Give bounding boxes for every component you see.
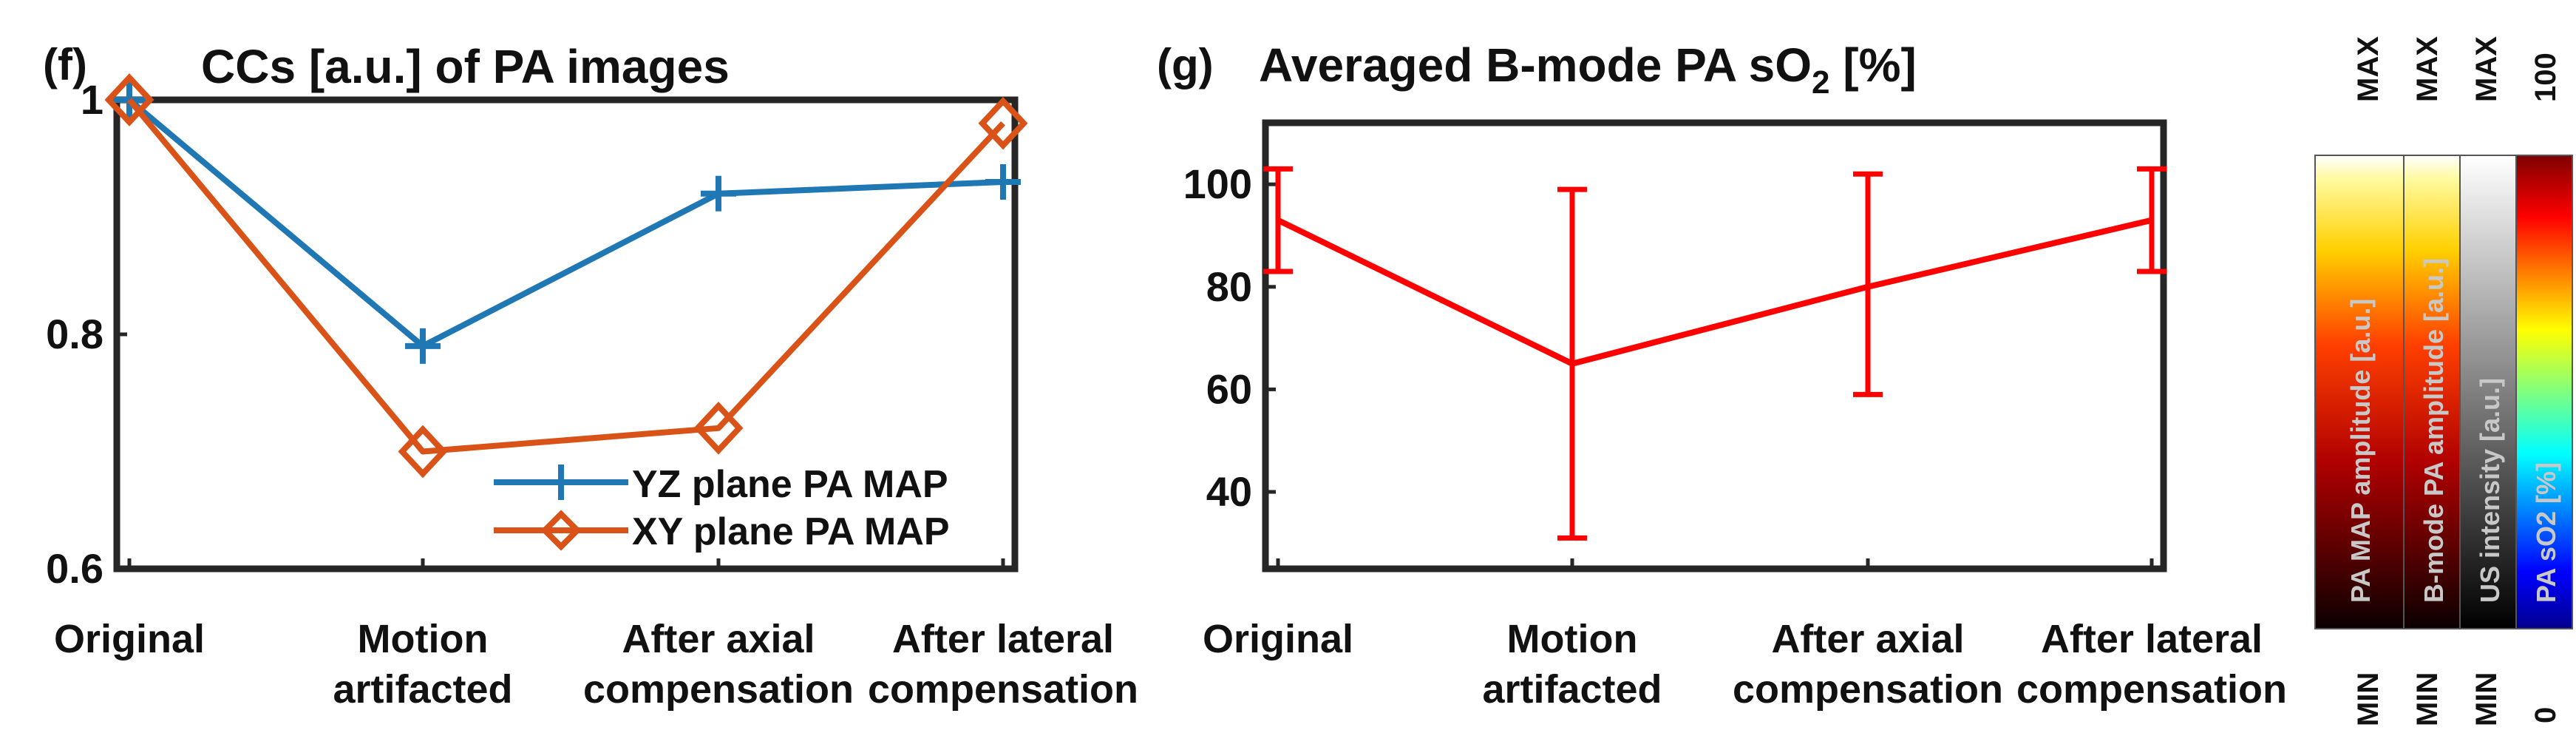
series-line <box>127 97 1004 349</box>
legend-marker-xy <box>540 510 582 551</box>
y-tick-label: 1 <box>81 76 103 123</box>
legend-label-xy: XY plane PA MAP <box>632 510 950 553</box>
y-tick-label: 80 <box>1206 263 1252 310</box>
colorbars: MAX PA MAP amplitude [a.u.] MIN MAX B-mo… <box>2314 36 2573 726</box>
colorbar-gradient <box>2314 155 2405 629</box>
x-axis: Original Motion artifacted After axial compe… <box>1203 558 2287 712</box>
colorbar-max-label: MAX <box>2470 36 2503 102</box>
y-tick-label: 0.6 <box>46 545 103 592</box>
panel-label: (g) <box>1157 40 1214 89</box>
x-tick-label: After axial compensation <box>583 617 854 712</box>
chart-title: CCs [a.u.] of PA images <box>201 40 730 93</box>
colorbar-title: B-mode PA amplitude [a.u.] <box>2419 258 2449 603</box>
colorbar-gradient <box>2515 155 2573 629</box>
colorbar-title: US intensity [a.u.] <box>2475 378 2505 603</box>
colorbar-max-label: 100 <box>2529 53 2562 102</box>
panel-label: (f) <box>43 40 87 89</box>
series-line <box>1277 217 2152 367</box>
colorbar-bmode-pa: MAX B-mode PA amplitude [a.u.] MIN <box>2403 36 2461 726</box>
colorbar-pa-map: MAX PA MAP amplitude [a.u.] MIN <box>2314 36 2405 726</box>
x-tick-label: After lateral compensation <box>2016 617 2287 712</box>
colorbar-min-label: MIN <box>2470 672 2503 726</box>
legend: YZ plane PA MAP XY plane PA MAP <box>494 463 950 553</box>
data-point <box>693 401 744 455</box>
colorbar-max-label: MAX <box>2352 36 2385 102</box>
series-group <box>1263 166 2167 541</box>
legend-label-yz: YZ plane PA MAP <box>632 463 948 506</box>
x-tick-label: Original <box>54 617 205 661</box>
data-point <box>978 96 1028 150</box>
x-tick-label: After axial compensation <box>1733 617 2003 712</box>
colorbar-min-label: 0 <box>2529 707 2562 723</box>
y-tick-label: 0.8 <box>46 311 103 357</box>
data-point <box>985 163 1021 200</box>
y-tick-label: 40 <box>1206 468 1252 515</box>
x-tick-label: Motion artifacted <box>1482 617 1662 712</box>
x-tick-label: After lateral compensation <box>868 617 1138 712</box>
data-point <box>398 425 448 479</box>
colorbar-title: PA MAP amplitude [a.u.] <box>2345 299 2376 603</box>
y-tick-label: 100 <box>1183 161 1252 207</box>
series-line <box>126 98 1005 455</box>
data-point <box>405 328 441 364</box>
series-group <box>104 73 1028 479</box>
y-tick-label: 60 <box>1206 365 1252 412</box>
data-point <box>701 175 736 212</box>
panel-f: (f) CCs [a.u.] of PA images 0.6 0.8 1 Orig… <box>43 40 1138 712</box>
legend-marker-yz <box>543 465 579 500</box>
colorbar-max-label: MAX <box>2411 36 2444 102</box>
chart-title: Averaged B-mode PA sO2 [%] <box>1259 38 1917 101</box>
colorbar-title: PA sO2 [%] <box>2531 462 2561 603</box>
colorbar-us-intensity: MAX US intensity [a.u.] MIN <box>2459 36 2517 726</box>
x-tick-label: Motion artifacted <box>333 617 512 712</box>
colorbar-min-label: MIN <box>2411 672 2444 726</box>
x-axis: Original Motion artifacted After axial compe… <box>54 558 1138 712</box>
panel-g: (g) Averaged B-mode PA sO2 [%] 40 60 80 100… <box>1157 38 2287 712</box>
colorbar-gradient <box>2459 155 2517 629</box>
data-point <box>104 73 154 126</box>
x-tick-label: Original <box>1203 617 1353 661</box>
colorbar-min-label: MIN <box>2352 672 2385 726</box>
plot-area <box>1262 119 2167 572</box>
y-axis: 40 60 80 100 <box>1183 161 1276 515</box>
colorbar-gradient <box>2403 155 2461 629</box>
colorbar-so2: 100 PA sO2 [%] 0 <box>2515 53 2573 723</box>
